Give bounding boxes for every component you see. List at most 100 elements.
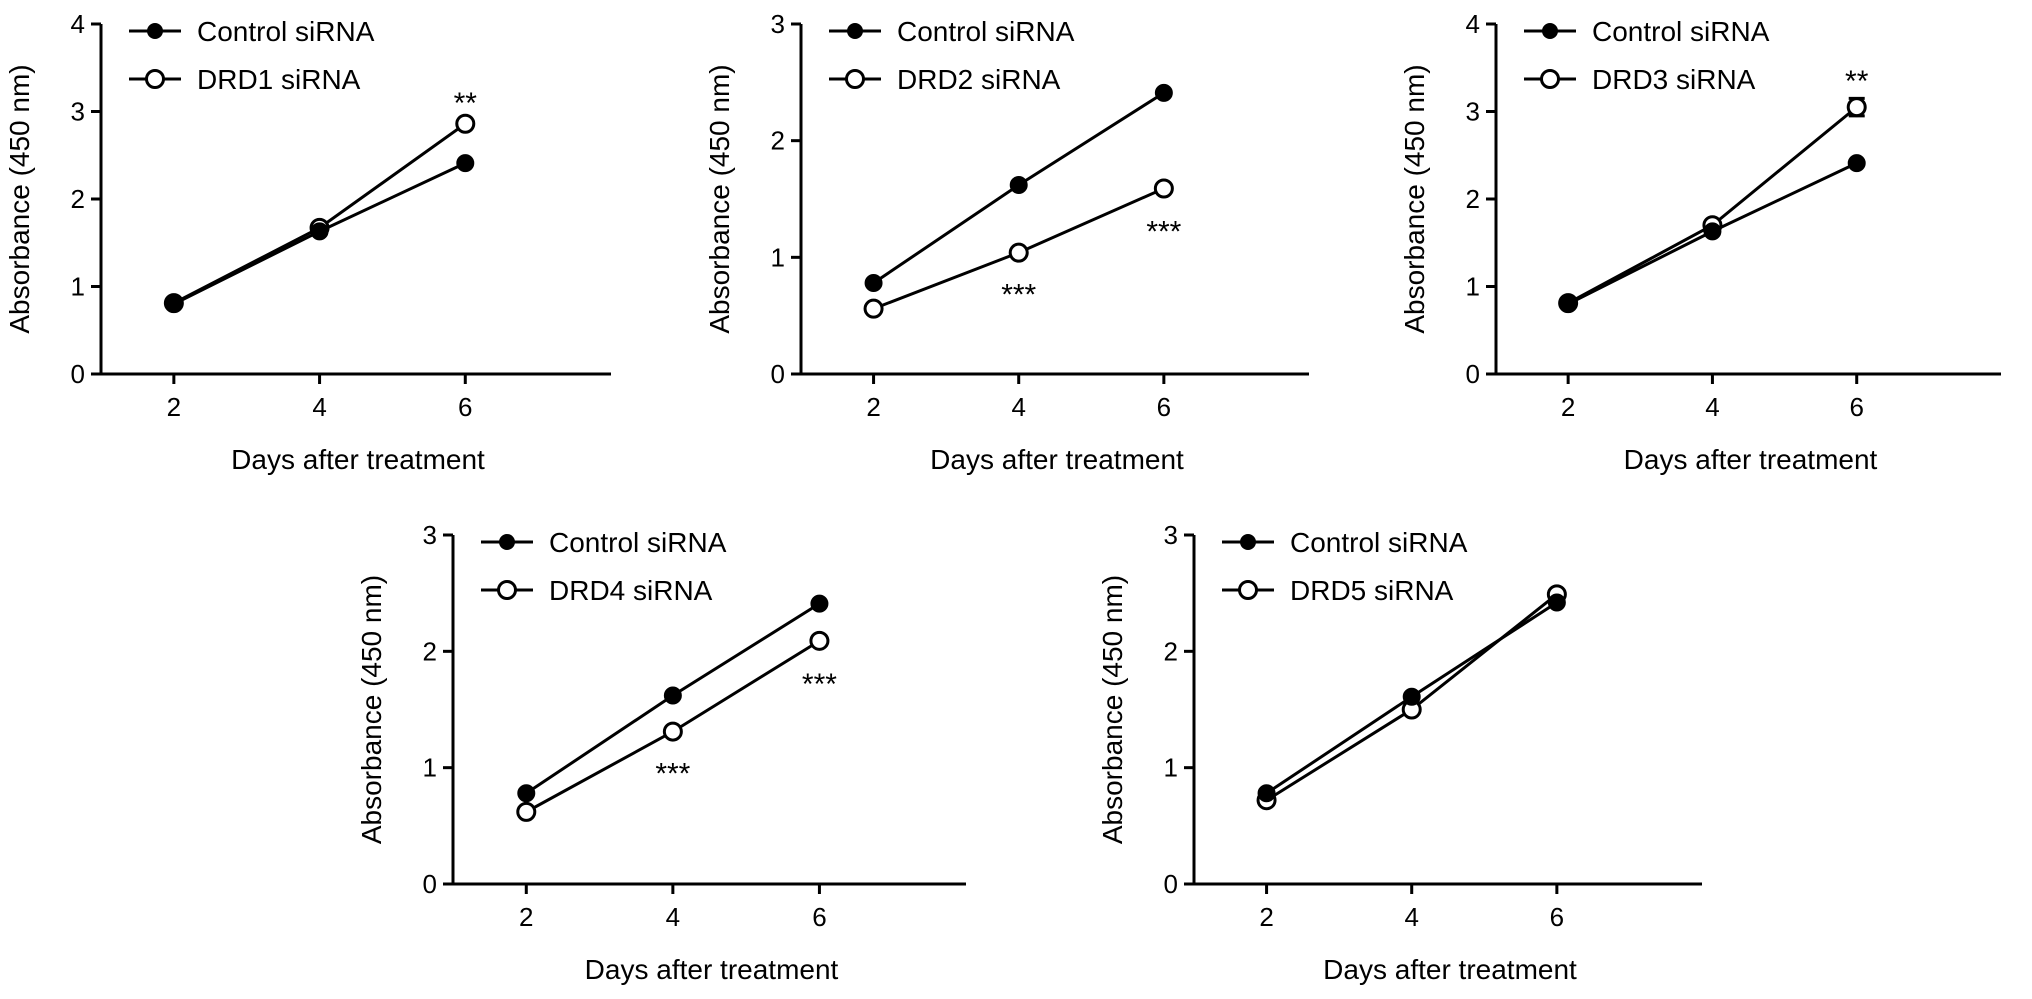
data-point-open bbox=[1008, 242, 1029, 263]
y-tick-label: 0 bbox=[423, 869, 437, 899]
significance-label: *** bbox=[1001, 279, 1036, 312]
legend-marker-open bbox=[497, 580, 517, 600]
data-point-filled bbox=[310, 222, 329, 241]
y-tick-label: 3 bbox=[71, 97, 85, 127]
y-tick-label: 4 bbox=[71, 9, 85, 39]
data-point-filled bbox=[810, 594, 829, 613]
legend-marker-open bbox=[1238, 580, 1258, 600]
chart-3: 0 1 2 3 4 2 4 6 Days after treatment Absorbance (… bbox=[1399, 9, 2001, 475]
legend-marker-filled bbox=[847, 23, 863, 39]
legend-marker-open bbox=[1540, 69, 1560, 89]
x-tick-label: 6 bbox=[1849, 392, 1863, 422]
y-tick-label: 3 bbox=[771, 9, 785, 39]
y-tick-label: 2 bbox=[771, 126, 785, 156]
x-tick-label: 2 bbox=[519, 902, 533, 932]
data-point-filled bbox=[663, 686, 682, 705]
data-point-filled bbox=[1257, 784, 1276, 803]
chart-1: 0 1 2 3 4 2 4 6 Days after treatment Absorbance (… bbox=[4, 9, 611, 475]
y-tick-label: 2 bbox=[1466, 184, 1480, 214]
data-point-open bbox=[863, 298, 884, 319]
data-point-filled bbox=[864, 274, 883, 292]
x-tick-label: 6 bbox=[1157, 392, 1171, 422]
data-point-open bbox=[516, 801, 537, 822]
legend-label: DRD3 siRNA bbox=[1592, 64, 1756, 95]
legend-label: DRD1 siRNA bbox=[197, 64, 361, 95]
chart-4: 0 1 2 3 2 4 6 Days after treatment Absorbance (4… bbox=[356, 520, 966, 985]
data-point-filled bbox=[1847, 154, 1866, 173]
data-point-open bbox=[1846, 97, 1867, 118]
y-tick-label: 1 bbox=[423, 753, 437, 783]
significance-label: *** bbox=[1146, 216, 1181, 249]
legend-label: Control siRNA bbox=[197, 16, 375, 47]
legend-label: DRD4 siRNA bbox=[549, 575, 713, 606]
chart-2: 0 1 2 3 2 4 6 Days after treatment Absorbance (4… bbox=[704, 9, 1309, 475]
significance-label: ** bbox=[454, 87, 478, 120]
x-tick-label: 4 bbox=[312, 392, 326, 422]
x-axis-title: Days after treatment bbox=[585, 954, 839, 985]
legend-label: DRD2 siRNA bbox=[897, 64, 1061, 95]
y-axis-title: Absorbance (450 nm) bbox=[1097, 575, 1128, 844]
series-line-2 bbox=[1567, 105, 1858, 305]
legend-marker-filled bbox=[499, 534, 515, 550]
x-tick-label: 4 bbox=[1011, 392, 1025, 422]
data-point-filled bbox=[1547, 593, 1566, 612]
y-tick-label: 2 bbox=[423, 636, 437, 666]
y-tick-label: 3 bbox=[1466, 97, 1480, 127]
data-point-filled bbox=[1559, 295, 1578, 313]
x-tick-label: 6 bbox=[812, 902, 826, 932]
y-tick-label: 4 bbox=[1466, 9, 1480, 39]
y-tick-label: 1 bbox=[1164, 753, 1178, 783]
significance-label: ** bbox=[1845, 65, 1869, 98]
data-point-open bbox=[455, 113, 476, 134]
x-tick-label: 4 bbox=[1705, 392, 1719, 422]
legend-marker-filled bbox=[147, 23, 163, 39]
data-point-filled bbox=[164, 295, 183, 313]
data-point-filled bbox=[1703, 222, 1722, 241]
legend-marker-filled bbox=[1542, 23, 1558, 39]
data-point-open bbox=[809, 630, 830, 651]
y-tick-label: 1 bbox=[1466, 272, 1480, 302]
y-tick-label: 2 bbox=[1164, 636, 1178, 666]
x-tick-label: 6 bbox=[458, 392, 472, 422]
y-tick-label: 3 bbox=[423, 520, 437, 550]
y-tick-label: 1 bbox=[71, 272, 85, 302]
legend-marker-filled bbox=[1240, 534, 1256, 550]
chart-5: 0 1 2 3 2 4 6 Days after treatment Absorbance (4… bbox=[1097, 520, 1702, 985]
legend-label: Control siRNA bbox=[1592, 16, 1770, 47]
data-point-open bbox=[662, 721, 683, 742]
data-point-open bbox=[1153, 178, 1174, 199]
x-axis-title: Days after treatment bbox=[1323, 954, 1577, 985]
y-axis-title: Absorbance (450 nm) bbox=[704, 64, 735, 333]
data-point-filled bbox=[1154, 83, 1173, 102]
series-line-2 bbox=[173, 122, 467, 305]
legend-label: DRD5 siRNA bbox=[1290, 575, 1454, 606]
x-tick-label: 6 bbox=[1550, 902, 1564, 932]
legend-marker-open bbox=[845, 69, 865, 89]
data-point-filled bbox=[517, 784, 536, 803]
y-axis-title: Absorbance (450 nm) bbox=[1399, 64, 1430, 333]
x-tick-label: 2 bbox=[1561, 392, 1575, 422]
y-tick-label: 0 bbox=[71, 359, 85, 389]
x-axis-title: Days after treatment bbox=[1624, 444, 1878, 475]
data-point-filled bbox=[456, 154, 475, 173]
x-axis-title: Days after treatment bbox=[930, 444, 1184, 475]
data-point-filled bbox=[1009, 176, 1028, 194]
legend-label: Control siRNA bbox=[549, 527, 727, 558]
significance-label: *** bbox=[802, 668, 837, 701]
legend-marker-open bbox=[145, 69, 165, 89]
y-tick-label: 3 bbox=[1164, 520, 1178, 550]
x-tick-label: 2 bbox=[1259, 902, 1273, 932]
legend-label: Control siRNA bbox=[897, 16, 1075, 47]
y-tick-label: 0 bbox=[1164, 869, 1178, 899]
y-axis-title: Absorbance (450 nm) bbox=[4, 64, 35, 333]
y-tick-label: 2 bbox=[71, 184, 85, 214]
x-tick-label: 2 bbox=[167, 392, 181, 422]
x-tick-label: 4 bbox=[666, 902, 680, 932]
y-tick-label: 0 bbox=[771, 359, 785, 389]
y-tick-label: 0 bbox=[1466, 359, 1480, 389]
y-tick-label: 1 bbox=[771, 242, 785, 272]
x-axis-title: Days after treatment bbox=[231, 444, 485, 475]
x-tick-label: 2 bbox=[866, 392, 880, 422]
significance-label: *** bbox=[655, 757, 690, 790]
